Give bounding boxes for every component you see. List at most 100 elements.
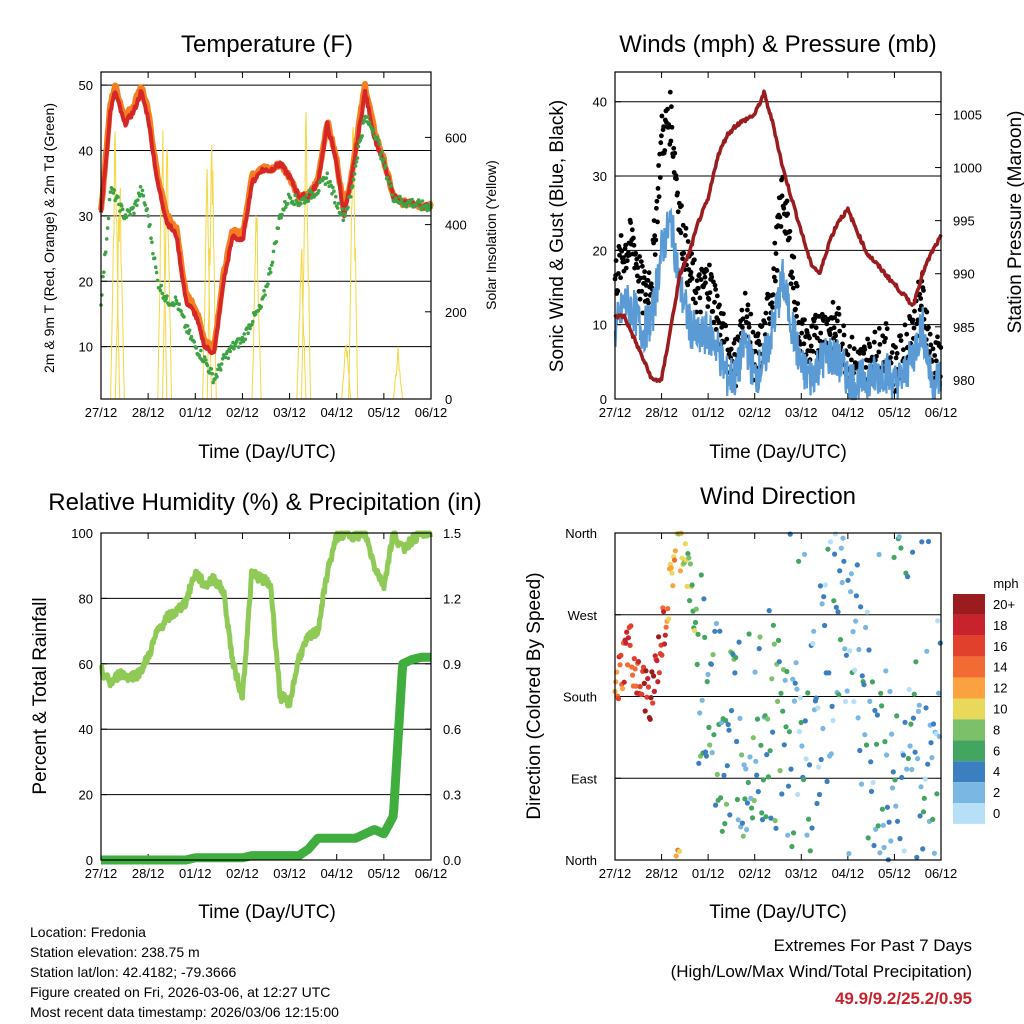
y-tick-label: 60 (79, 657, 93, 672)
x-tick-label: 28/12 (132, 405, 165, 420)
x-tick-label: 28/12 (645, 405, 678, 420)
dewpoint-point (259, 305, 264, 309)
direction-point (858, 781, 865, 787)
gust-point (872, 329, 878, 335)
gust-point (787, 235, 792, 241)
gust-point (787, 228, 793, 234)
direction-point (904, 766, 910, 772)
gust-point (808, 343, 814, 349)
gust-point (817, 338, 823, 344)
direction-point (862, 732, 868, 738)
direction-point (892, 777, 898, 783)
dewpoint-point (285, 202, 290, 206)
direction-point (776, 659, 782, 665)
extremes-box: Extremes For Past 7 Days (High/Low/Max W… (671, 936, 972, 1008)
gust-point (847, 344, 853, 349)
dewpoint-point (376, 138, 381, 142)
dewpoint-point (199, 348, 203, 353)
dewpoint-point (262, 288, 266, 293)
gust-point (702, 274, 708, 280)
gust-point (835, 318, 840, 324)
direction-point (905, 755, 912, 762)
winds-plot: 27/12 28/12 01/12 02/12 03/12 04/12 05/12 06/12… (593, 72, 982, 420)
direction-point (815, 705, 821, 711)
direction-point (915, 708, 922, 715)
dewpoint-point (389, 183, 394, 188)
gust-point (674, 176, 679, 182)
direction-point (656, 634, 662, 640)
dewpoint-point (390, 193, 395, 197)
x-tick-label: 03/12 (785, 405, 818, 420)
dewpoint-point (308, 188, 313, 192)
dewpoint-point (205, 363, 210, 368)
gust-point (814, 335, 820, 341)
direction-title: Wind Direction (700, 483, 856, 510)
gust-point (799, 321, 805, 326)
x-tick-label: 01/12 (692, 405, 725, 420)
gust-point (654, 198, 660, 204)
direction-point (753, 758, 759, 764)
dewpoint-point (165, 294, 169, 298)
dewpoint-point (424, 203, 429, 207)
x-tick-label: 06/12 (415, 405, 448, 420)
dewpoint-point (330, 192, 334, 196)
dewpoint-point (360, 134, 365, 138)
direction-point (698, 572, 704, 578)
direction-point (625, 635, 632, 641)
y2-tick-label: 400 (445, 218, 467, 233)
x-tick-label: 06/12 (415, 866, 448, 881)
direction-point (737, 715, 743, 722)
dewpoint-point (103, 250, 108, 254)
colorbar-label: 2 (993, 785, 1000, 800)
direction-point (842, 698, 849, 705)
solar-insolation-trace (251, 215, 262, 400)
colorbar-swatch (953, 614, 985, 636)
colorbar-label: 8 (993, 722, 1000, 737)
dewpoint-point (263, 293, 267, 297)
gust-point (697, 295, 703, 301)
direction-point (710, 652, 716, 658)
direction-point (935, 618, 941, 624)
colorbar-label: 12 (993, 681, 1007, 696)
sonic-wind-line (613, 207, 943, 401)
dewpoint-point (362, 118, 366, 122)
direction-point (920, 809, 927, 815)
pressure-ylabel: Station Pressure (Maroon) (1005, 111, 1024, 334)
direction-point (814, 800, 820, 807)
gust-point (659, 113, 665, 119)
dewpoint-point (366, 115, 370, 119)
direction-point (772, 818, 778, 824)
direction-point (921, 795, 927, 801)
dewpoint-point (226, 356, 231, 361)
gust-point (657, 175, 663, 180)
dewpoint-point (349, 195, 353, 199)
direction-point (868, 788, 875, 795)
gust-point (910, 317, 916, 323)
gust-point (713, 287, 718, 292)
x-tick-label: 04/12 (832, 866, 865, 881)
dewpoint-point (381, 160, 385, 164)
y2-tick-label: 1005 (953, 107, 982, 122)
direction-point (861, 682, 867, 688)
station-info: Location: Fredonia Station elevation: 23… (30, 924, 339, 1020)
y-tick-label: North (565, 526, 597, 541)
gust-point (810, 348, 816, 354)
direction-point (775, 637, 782, 644)
direction-point (650, 700, 656, 706)
direction-point (705, 671, 711, 678)
dewpoint-point (118, 209, 122, 213)
dewpoint-point (383, 163, 388, 168)
gust-point (862, 347, 868, 352)
y2-tick-label: 0 (445, 392, 452, 407)
gust-point (712, 299, 717, 305)
direction-point (722, 821, 728, 827)
gust-point (894, 351, 900, 356)
gust-point (716, 319, 722, 325)
dewpoint-point (335, 206, 340, 210)
dewpoint-point (101, 274, 105, 279)
direction-point (735, 817, 741, 823)
direction-point (874, 712, 881, 718)
y2-tick-label: 1000 (953, 161, 982, 176)
gust-point (675, 190, 680, 196)
dewpoint-point (148, 223, 152, 227)
